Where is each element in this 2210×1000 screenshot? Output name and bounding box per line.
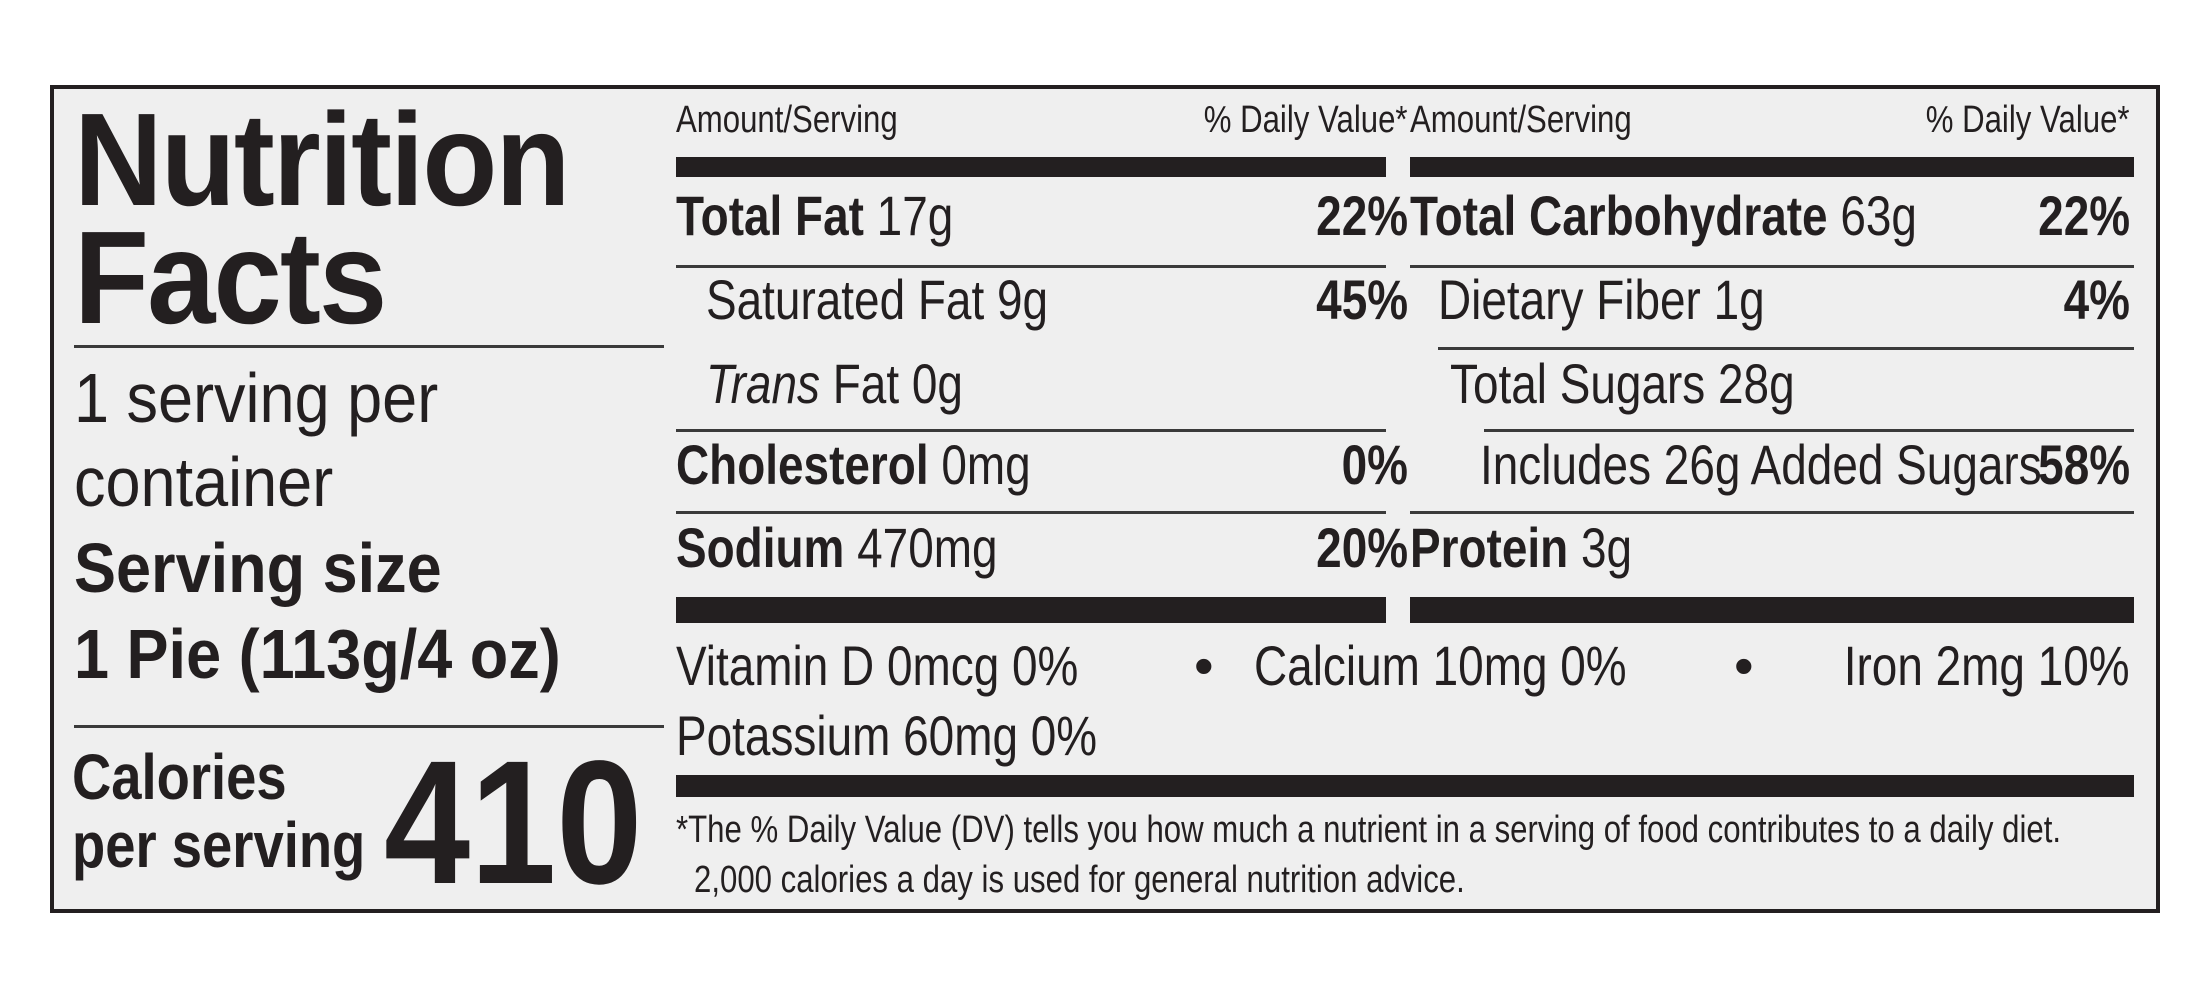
footnote-line-2: 2,000 calories a day is used for general… [694,859,1465,901]
serving-size-label: Serving size [74,529,442,607]
row-protein: Protein 3g [1410,516,1633,579]
divider-trans [676,429,1386,432]
row-saturated-fat: Saturated Fat 9g [706,268,1049,331]
dv-added-sugars: 58% [2038,433,2130,496]
title-nutrition: Nutrition [74,86,570,233]
vitamin-separator-1: • [1194,634,1214,697]
divider-title [74,345,664,348]
left-dv-header: % Daily Value* [1204,99,1408,141]
footnote-line-1: *The % Daily Value (DV) tells you how mu… [676,809,2062,851]
divider-cholesterol [676,511,1386,514]
dv-saturated-fat: 45% [1316,268,1408,331]
dv-sodium: 20% [1316,516,1408,579]
dv-total-fat: 22% [1316,184,1408,247]
divider-fiber [1438,347,2134,350]
dv-dietary-fiber: 4% [2063,268,2130,331]
left-bottom-bar [676,597,1386,623]
divider-serving [74,725,664,728]
potassium: Potassium 60mg 0% [676,704,1098,767]
right-amount-header: Amount/Serving [1410,99,1632,141]
servings-per-container-2: container [74,443,334,521]
servings-per-container: 1 serving per [74,359,439,437]
vitamin-d: Vitamin D 0mcg 0% [676,634,1079,697]
row-total-sugars: Total Sugars 28g [1450,352,1795,415]
calcium: Calcium 10mg 0% [1254,634,1627,697]
right-header-bar [1410,157,2134,177]
row-trans-fat: Trans Fat 0g [706,352,963,415]
title-facts: Facts [74,204,387,351]
vitamin-bottom-bar [676,775,2134,797]
serving-size-value: 1 Pie (113g/4 oz) [74,615,561,693]
row-cholesterol: Cholesterol 0mg [676,433,1031,496]
row-added-sugars: Includes 26g Added Sugars [1480,433,2042,496]
right-bottom-bar [1410,597,2134,623]
divider-carb [1410,265,2134,268]
divider-added-sugars [1410,511,2134,514]
row-total-carbohydrate: Total Carbohydrate 63g [1410,184,1917,247]
vitamin-separator-2: • [1734,634,1754,697]
nutrition-label: Nutrition Facts 1 serving per container … [50,85,2160,913]
calories-value: 410 [384,725,643,921]
calories-label-2: per serving [72,809,366,881]
dv-cholesterol: 0% [1341,433,1408,496]
right-dv-header: % Daily Value* [1926,99,2130,141]
row-dietary-fiber: Dietary Fiber 1g [1438,268,1765,331]
divider-sugars [1484,429,2134,432]
row-sodium: Sodium 470mg [676,516,998,579]
dv-total-carbohydrate: 22% [2038,184,2130,247]
left-amount-header: Amount/Serving [676,99,898,141]
left-header-bar [676,157,1386,177]
iron: Iron 2mg 10% [1844,634,2130,697]
divider-fat [676,265,1386,268]
calories-label: Calories [72,741,287,813]
row-total-fat: Total Fat 17g [676,184,954,247]
